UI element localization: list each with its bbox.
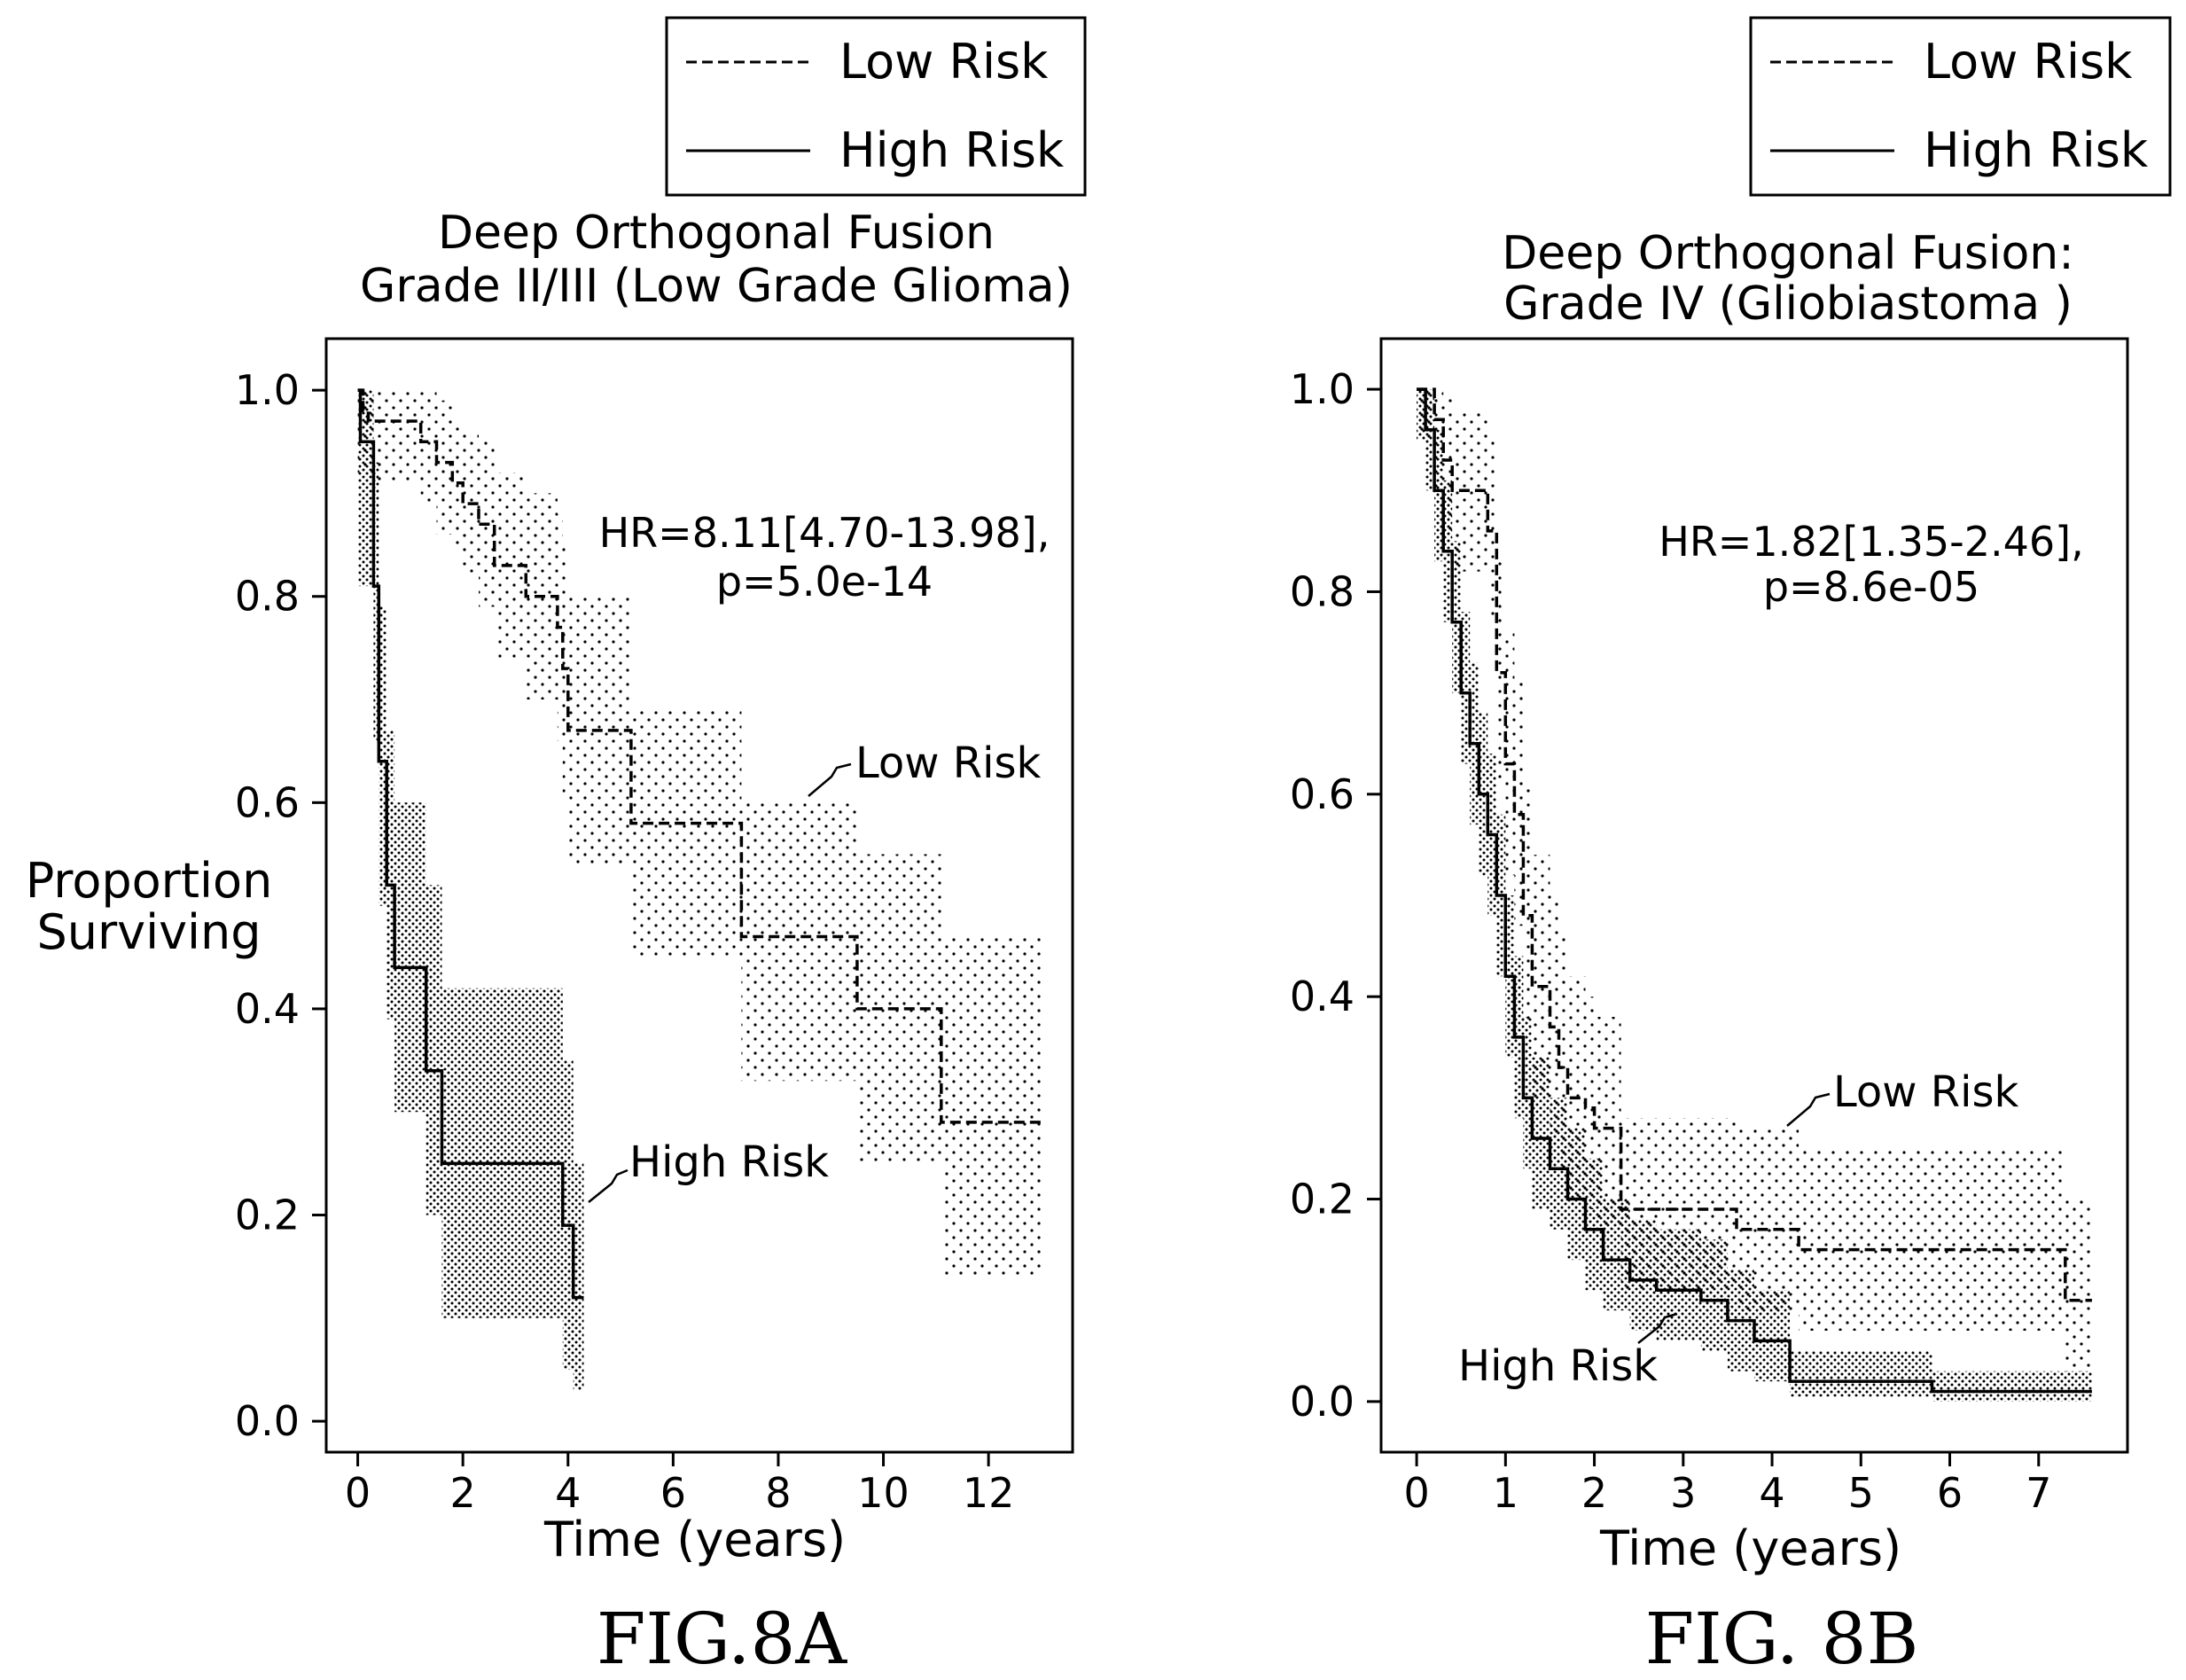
y-tick-label: 0.4: [235, 985, 300, 1033]
low-risk-curve-label: Low Risk: [855, 738, 1041, 788]
x-tick-label: 6: [660, 1469, 686, 1517]
x-tick-label: 8: [765, 1469, 791, 1517]
x-axis-label: Time (years): [543, 1512, 846, 1567]
y-axis-label: Proportion: [26, 853, 273, 909]
x-tick-label: 2: [1581, 1469, 1607, 1517]
high-risk-curve-label: High Risk: [629, 1137, 829, 1187]
y-tick-label: 1.0: [235, 366, 300, 414]
survival-curve-high-risk: [1417, 387, 2092, 1394]
figure-label: FIG.8A: [597, 1598, 847, 1680]
high-risk-leader-line: [1637, 1312, 1678, 1344]
chart-title-line: Deep Orthogonal Fusion: [438, 207, 995, 260]
y-tick-label: 0.2: [235, 1192, 300, 1239]
high-risk-leader-line: [588, 1168, 628, 1203]
hazard-ratio-annotation: HR=1.82[1.35-2.46],: [1659, 518, 2083, 566]
high-risk-curve-label: High Risk: [1458, 1341, 1658, 1391]
plot-frame: [324, 337, 1074, 1454]
hazard-ratio-annotation: p=8.6e-05: [1763, 563, 1979, 611]
survival-curve-high-risk: [357, 388, 584, 1300]
chart-title-line: Grade II/III (Low Grade Glioma): [360, 260, 1073, 313]
x-tick-label: 1: [1493, 1469, 1518, 1517]
figure-label: FIG. 8B: [1645, 1598, 1919, 1680]
x-tick-label: 0: [1403, 1469, 1429, 1517]
survival-curve-low-risk: [357, 388, 1042, 1124]
x-axis-label: Time (years): [1599, 1520, 1901, 1576]
y-tick-label: 0.4: [1290, 973, 1355, 1020]
x-tick-label: 4: [1759, 1469, 1784, 1517]
y-tick-label: 0.0: [1290, 1378, 1355, 1426]
x-tick-label: 12: [963, 1469, 1015, 1517]
x-tick-label: 4: [555, 1469, 581, 1517]
survival-curve-low-risk: [1417, 387, 2092, 1302]
x-tick-label: 2: [450, 1469, 476, 1517]
ci-band-low-risk: [357, 390, 1042, 1278]
x-tick-label: 7: [2026, 1469, 2051, 1517]
legend-box: [1749, 16, 2172, 197]
y-axis-label: Surviving: [36, 904, 261, 960]
low-risk-leader-line: [1786, 1092, 1831, 1127]
hazard-ratio-annotation: p=5.0e-14: [716, 558, 933, 606]
plot-frame: [1379, 337, 2129, 1454]
hazard-ratio-annotation: HR=8.11[4.70-13.98],: [599, 509, 1050, 557]
y-tick-label: 0.2: [1290, 1176, 1355, 1223]
y-tick-label: 0.8: [235, 573, 300, 621]
legend-label: High Risk: [839, 122, 1065, 178]
ci-band-high-risk: [357, 390, 584, 1391]
x-tick-label: 5: [1848, 1469, 1874, 1517]
chart-title-line: Deep Orthogonal Fusion:: [1502, 227, 2074, 280]
y-tick-label: 0.0: [235, 1397, 300, 1445]
y-tick-label: 0.6: [235, 778, 300, 826]
x-tick-label: 0: [345, 1469, 371, 1517]
ci-band-low-risk: [1417, 389, 2092, 1371]
x-tick-label: 10: [857, 1469, 910, 1517]
low-risk-curve-label: Low Risk: [1833, 1067, 2018, 1117]
legend-label: Low Risk: [839, 34, 1049, 90]
y-tick-label: 0.6: [1290, 770, 1355, 818]
low-risk-leader-line: [808, 762, 852, 797]
legend-label: Low Risk: [1924, 34, 2133, 90]
x-tick-label: 3: [1670, 1469, 1696, 1517]
y-tick-label: 0.8: [1290, 567, 1355, 615]
legend-box: [665, 16, 1087, 197]
legend-label: High Risk: [1924, 122, 2149, 178]
chart-title-line: Grade IV (Gliobiastoma ): [1503, 277, 2073, 331]
x-tick-label: 6: [1937, 1469, 1963, 1517]
y-tick-label: 1.0: [1290, 365, 1355, 413]
